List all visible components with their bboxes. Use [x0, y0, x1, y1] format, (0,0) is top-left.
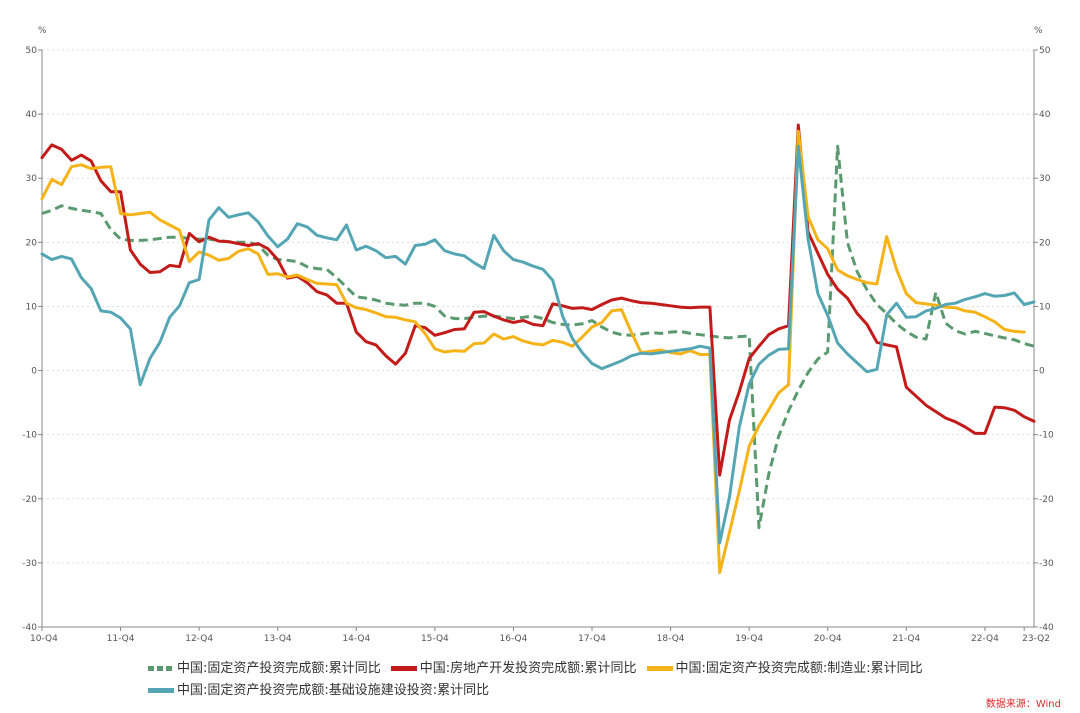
- y-tick-label-right: -20: [1039, 495, 1054, 505]
- series-line: [40, 129, 1026, 574]
- y-tick-label-right: 40: [1039, 110, 1051, 120]
- y-tick-label-left: 50: [26, 46, 38, 56]
- x-tick-label: 18-Q4: [657, 634, 685, 644]
- y-tick-label-right: 0: [1039, 367, 1045, 377]
- y-tick-label-left: 20: [26, 238, 38, 248]
- y-tick-label-right: -40: [1039, 623, 1054, 633]
- left-unit-label: %: [38, 26, 47, 36]
- gridlines: [42, 49, 1034, 628]
- x-tick-label: 13-Q4: [264, 634, 292, 644]
- x-tick-label: 10-Q4: [30, 634, 58, 644]
- legend-item: 中国:房地产开发投资完成额:累计同比: [390, 658, 637, 679]
- series-line: [40, 123, 1036, 477]
- series-line: [40, 144, 1036, 545]
- y-tick-label-left: -30: [22, 559, 37, 569]
- legend-label: 中国:固定资产投资完成额:制造业:累计同比: [675, 661, 923, 676]
- y-tick-label-left: -10: [22, 431, 37, 441]
- data-source-note: 数据来源：Wind: [985, 699, 1061, 710]
- x-tick-label: 21-Q4: [892, 634, 920, 644]
- y-tick-label-left: -20: [22, 495, 37, 505]
- x-tick-label: 16-Q4: [500, 634, 528, 644]
- chart-legend: 中国:固定资产投资完成额:累计同比 中国:房地产开发投资完成额:累计同比 中国:固定…: [148, 657, 968, 701]
- legend-label: 中国:固定资产投资完成额:基础设施建设投资:累计同比: [177, 683, 490, 698]
- series-line: [41, 144, 1035, 530]
- legend-item: 中国:固定资产投资完成额:累计同比: [148, 658, 381, 679]
- y-tick-label-left: 30: [26, 174, 38, 184]
- x-tick-label: 20-Q4: [814, 634, 842, 644]
- legend-item: 中国:固定资产投资完成额:制造业:累计同比: [646, 658, 923, 679]
- y-tick-label-right: -30: [1039, 559, 1054, 569]
- x-tick-label: 19-Q4: [735, 634, 763, 644]
- x-tick-label: 23-Q2: [1022, 634, 1050, 644]
- axes: -40 -40 -30 -30 -20 -20 -10 -10 0 0 10 10 20 20 30 30 40…: [22, 46, 1054, 644]
- legend-item: 中国:固定资产投资完成额:基础设施建设投资:累计同比: [148, 680, 489, 701]
- y-tick-label-right: 10: [1039, 302, 1051, 312]
- legend-label: 中国:固定资产投资完成额:累计同比: [177, 661, 381, 676]
- legend-label: 中国:房地产开发投资完成额:累计同比: [419, 661, 637, 676]
- legend-swatch: [148, 688, 174, 693]
- legend-swatch: [148, 666, 174, 671]
- series-lines: [40, 123, 1036, 574]
- y-tick-label-right: 20: [1039, 238, 1051, 248]
- y-tick-label-right: 50: [1039, 46, 1051, 56]
- x-tick-label: 14-Q4: [342, 634, 370, 644]
- right-unit-label: %: [1034, 26, 1043, 36]
- x-tick-label: 17-Q4: [578, 634, 606, 644]
- line-chart: % % -40 -40 -30 -30 -20 -20 -10 -10 0 0 10 10 20 20 30…: [22, 26, 1054, 644]
- y-tick-label-left: -40: [22, 623, 37, 633]
- x-tick-label: 15-Q4: [421, 634, 449, 644]
- y-tick-label-right: 30: [1039, 174, 1051, 184]
- x-tick-label: 22-Q4: [971, 634, 999, 644]
- y-tick-label-left: 40: [26, 110, 38, 120]
- y-tick-label-left: 10: [26, 302, 38, 312]
- y-tick-label-right: -10: [1039, 431, 1054, 441]
- x-tick-label: 12-Q4: [185, 634, 213, 644]
- legend-swatch: [390, 666, 417, 671]
- legend-swatch: [646, 666, 673, 671]
- y-tick-label-left: 0: [31, 367, 37, 377]
- x-tick-label: 11-Q4: [107, 634, 135, 644]
